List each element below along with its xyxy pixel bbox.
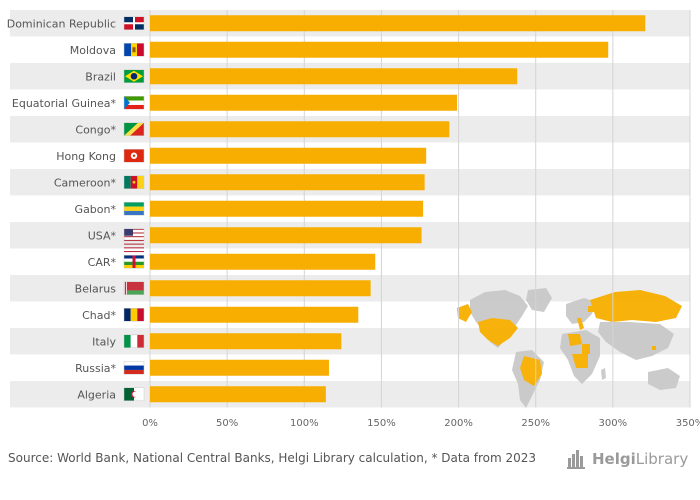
usa-flag-icon [123,228,145,253]
category-label: Italy [92,335,116,348]
x-tick-label: 0% [142,418,158,429]
greenland-shape [526,288,552,312]
italy-shape [577,318,584,330]
x-tick-label: 350% [676,418,700,429]
category-label: Russia* [75,362,116,375]
belarus-flag-icon [123,281,145,295]
italy-flag-icon [123,334,145,348]
x-tick-label: 300% [599,418,628,429]
asia-shape [598,322,674,360]
russia-flag-icon [123,361,145,375]
equatorial-guinea-flag-icon [123,96,145,110]
x-axis-ticks: 0% 50% 100% 150% 200% 250% 300% 350% [142,418,700,429]
bar[interactable] [150,280,371,297]
category-label: Brazil [85,70,116,83]
gabon-flag-icon [123,202,145,216]
bar[interactable] [150,15,646,32]
brand-name-part1: Helgi [592,450,636,468]
category-label: Equatorial Guinea* [12,97,117,110]
x-tick-label: 150% [367,418,396,429]
moldova-flag-icon [123,43,145,57]
hong-kong-flag-icon [123,149,145,163]
bar[interactable] [150,200,424,217]
hong-kong-shape [652,346,656,350]
category-label: Belarus [75,282,117,295]
bar[interactable] [150,227,422,244]
brazil-shape [520,356,542,386]
algeria-shape [568,334,582,346]
category-label: USA* [88,229,117,242]
madagascar-shape [601,368,606,380]
congo-flag-icon [123,122,145,136]
central-africa-shape [572,354,588,368]
bar[interactable] [150,147,427,164]
brazil-flag-icon [123,69,145,83]
category-labels: Dominican Republic Moldova Brazil Equatoria… [7,17,117,401]
category-label: Hong Kong [56,150,116,163]
australia-shape [648,368,680,390]
bar[interactable] [150,68,518,85]
bar[interactable] [150,121,450,138]
category-label: CAR* [88,256,117,269]
category-label: Chad* [82,309,116,322]
category-label: Cameroon* [54,176,117,189]
europe-shape [566,298,596,324]
bar[interactable] [150,253,376,270]
cameroon-flag-icon [123,175,145,189]
bar[interactable] [150,359,329,376]
algeria-flag-icon [123,387,145,401]
bar[interactable] [150,94,458,111]
chad-flag-icon [123,308,145,322]
source-note: Source: World Bank, National Central Ban… [8,451,537,465]
bar[interactable] [150,41,609,58]
alaska-shape [457,304,472,322]
usa-shape [478,318,518,346]
x-tick-label: 100% [290,418,319,429]
bar[interactable] [150,174,425,191]
category-label: Algeria [77,388,116,401]
helgi-library-logo-icon [567,450,585,469]
bar[interactable] [150,386,326,403]
category-label: Dominican Republic [7,17,116,30]
brand-name-part2: Library [635,450,689,468]
x-tick-label: 50% [216,418,238,429]
car-flag-icon [123,255,145,269]
category-label: Moldova [70,44,116,57]
row-band [10,381,690,408]
brand-logo[interactable]: Helgi Library [566,446,688,472]
dominican-republic-flag-icon [123,16,145,30]
bars [150,15,646,403]
flag-icons [123,16,145,401]
x-tick-label: 250% [521,418,550,429]
bar-chart: Dominican Republic Moldova Brazil Equatoria… [7,10,700,429]
chad-shape [582,344,590,354]
category-label: Congo* [75,123,116,136]
bar[interactable] [150,306,359,323]
category-label: Gabon* [75,203,117,216]
x-tick-label: 200% [444,418,473,429]
bar[interactable] [150,333,342,350]
